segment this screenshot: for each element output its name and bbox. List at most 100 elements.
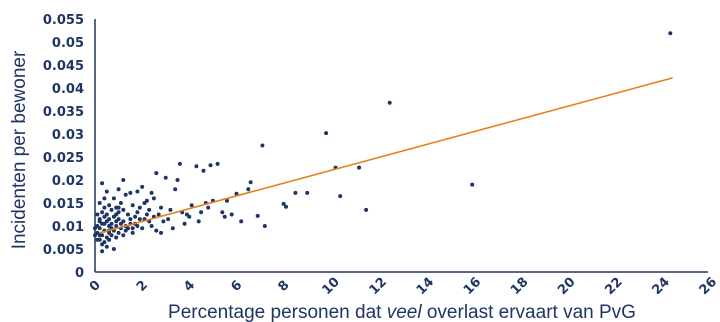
y-tick-label: 0.01	[52, 220, 84, 235]
data-point	[470, 182, 475, 187]
x-tick-label: 14	[414, 275, 437, 298]
data-point	[126, 212, 130, 217]
y-axis-title: Incidenten per bewoner	[9, 50, 30, 249]
y-tick-label: 0.05	[52, 36, 84, 51]
x-tick-label: 2	[134, 278, 151, 295]
data-point	[387, 100, 392, 105]
data-point	[173, 187, 178, 192]
data-point	[163, 175, 168, 180]
data-point	[222, 214, 227, 219]
data-point	[128, 217, 133, 222]
x-tick-label: 24	[649, 275, 672, 298]
y-tick-label: 0.045	[43, 59, 84, 74]
data-point	[194, 164, 199, 169]
data-point	[140, 184, 145, 189]
data-point	[149, 190, 154, 195]
trendline	[99, 77, 673, 234]
data-point	[102, 196, 107, 201]
data-point	[159, 230, 163, 235]
x-axis-title-part-1: Percentage personen dat	[168, 302, 387, 322]
data-point	[111, 247, 116, 251]
data-point	[239, 219, 244, 224]
data-point	[324, 131, 329, 136]
data-point	[142, 201, 147, 205]
data-point	[201, 168, 206, 173]
data-point	[114, 219, 119, 224]
data-point	[109, 233, 114, 238]
data-point	[255, 213, 260, 218]
data-point	[220, 210, 225, 215]
data-point	[100, 210, 105, 215]
data-point	[246, 187, 251, 192]
data-point	[97, 219, 102, 224]
data-point	[130, 226, 135, 231]
y-tick-label: 0.025	[43, 151, 84, 166]
x-tick-label: 18	[508, 275, 531, 298]
data-point	[121, 207, 126, 212]
data-point	[144, 212, 149, 217]
data-points	[93, 31, 673, 254]
data-point	[104, 189, 109, 194]
data-point	[305, 190, 310, 195]
data-point	[151, 196, 156, 201]
x-axis-title-emphasis: veel	[387, 302, 423, 322]
x-tick-label: 0	[87, 278, 104, 295]
y-tick-label: 0.04	[52, 82, 84, 97]
data-point	[284, 204, 288, 209]
data-point	[118, 221, 123, 226]
data-point	[140, 226, 145, 231]
data-point	[215, 161, 220, 166]
data-point	[196, 219, 201, 224]
data-point	[97, 233, 102, 238]
y-tick-label: 0.035	[43, 105, 84, 120]
data-point	[137, 205, 142, 210]
data-point	[199, 210, 204, 215]
y-tick-labels: 0 0.005 0.01 0.015 0.02 0.025 0.03 0.035 0.04 0.0…	[43, 13, 84, 281]
x-tick-label: 26	[697, 275, 720, 298]
data-point	[182, 221, 187, 226]
data-point	[156, 212, 161, 217]
data-point	[293, 190, 298, 195]
data-point	[107, 237, 112, 242]
data-point	[97, 226, 102, 231]
x-axis-title-part-2: overlast ervaart van PvG	[422, 302, 636, 322]
data-point	[104, 244, 109, 249]
data-point	[104, 212, 109, 217]
data-point	[102, 221, 107, 226]
data-point	[225, 198, 229, 203]
x-tick-labels: 0 2 4 6 8 10 12 14 16 18 20 22 24 26	[87, 275, 720, 298]
data-point	[116, 187, 121, 192]
data-point	[248, 180, 253, 185]
data-point	[116, 230, 121, 235]
data-point	[175, 178, 180, 182]
data-point	[189, 203, 194, 208]
x-tick-label: 22	[602, 275, 625, 298]
data-point	[95, 237, 100, 242]
x-tick-label: 12	[367, 275, 390, 298]
data-point	[187, 214, 192, 219]
data-point	[100, 181, 105, 186]
data-point	[135, 210, 140, 215]
data-point	[100, 249, 105, 254]
data-point	[338, 194, 343, 199]
data-point	[121, 178, 126, 182]
data-point	[364, 207, 369, 212]
data-point	[93, 233, 97, 238]
data-point	[114, 224, 119, 228]
data-point	[93, 226, 97, 231]
data-point	[107, 203, 112, 208]
data-point	[161, 219, 166, 224]
data-point	[149, 224, 154, 228]
data-point	[262, 224, 267, 228]
data-point	[206, 205, 211, 210]
data-point	[114, 212, 119, 217]
data-point	[260, 143, 265, 148]
x-tick-label: 10	[319, 275, 342, 298]
data-point	[357, 165, 362, 170]
data-point	[118, 201, 123, 205]
data-point	[111, 196, 116, 201]
x-tick-label: 6	[228, 278, 245, 295]
x-axis-title: Percentage personen dat veel overlast er…	[168, 302, 636, 322]
data-point	[95, 212, 100, 217]
x-tick-label: 8	[275, 278, 292, 295]
